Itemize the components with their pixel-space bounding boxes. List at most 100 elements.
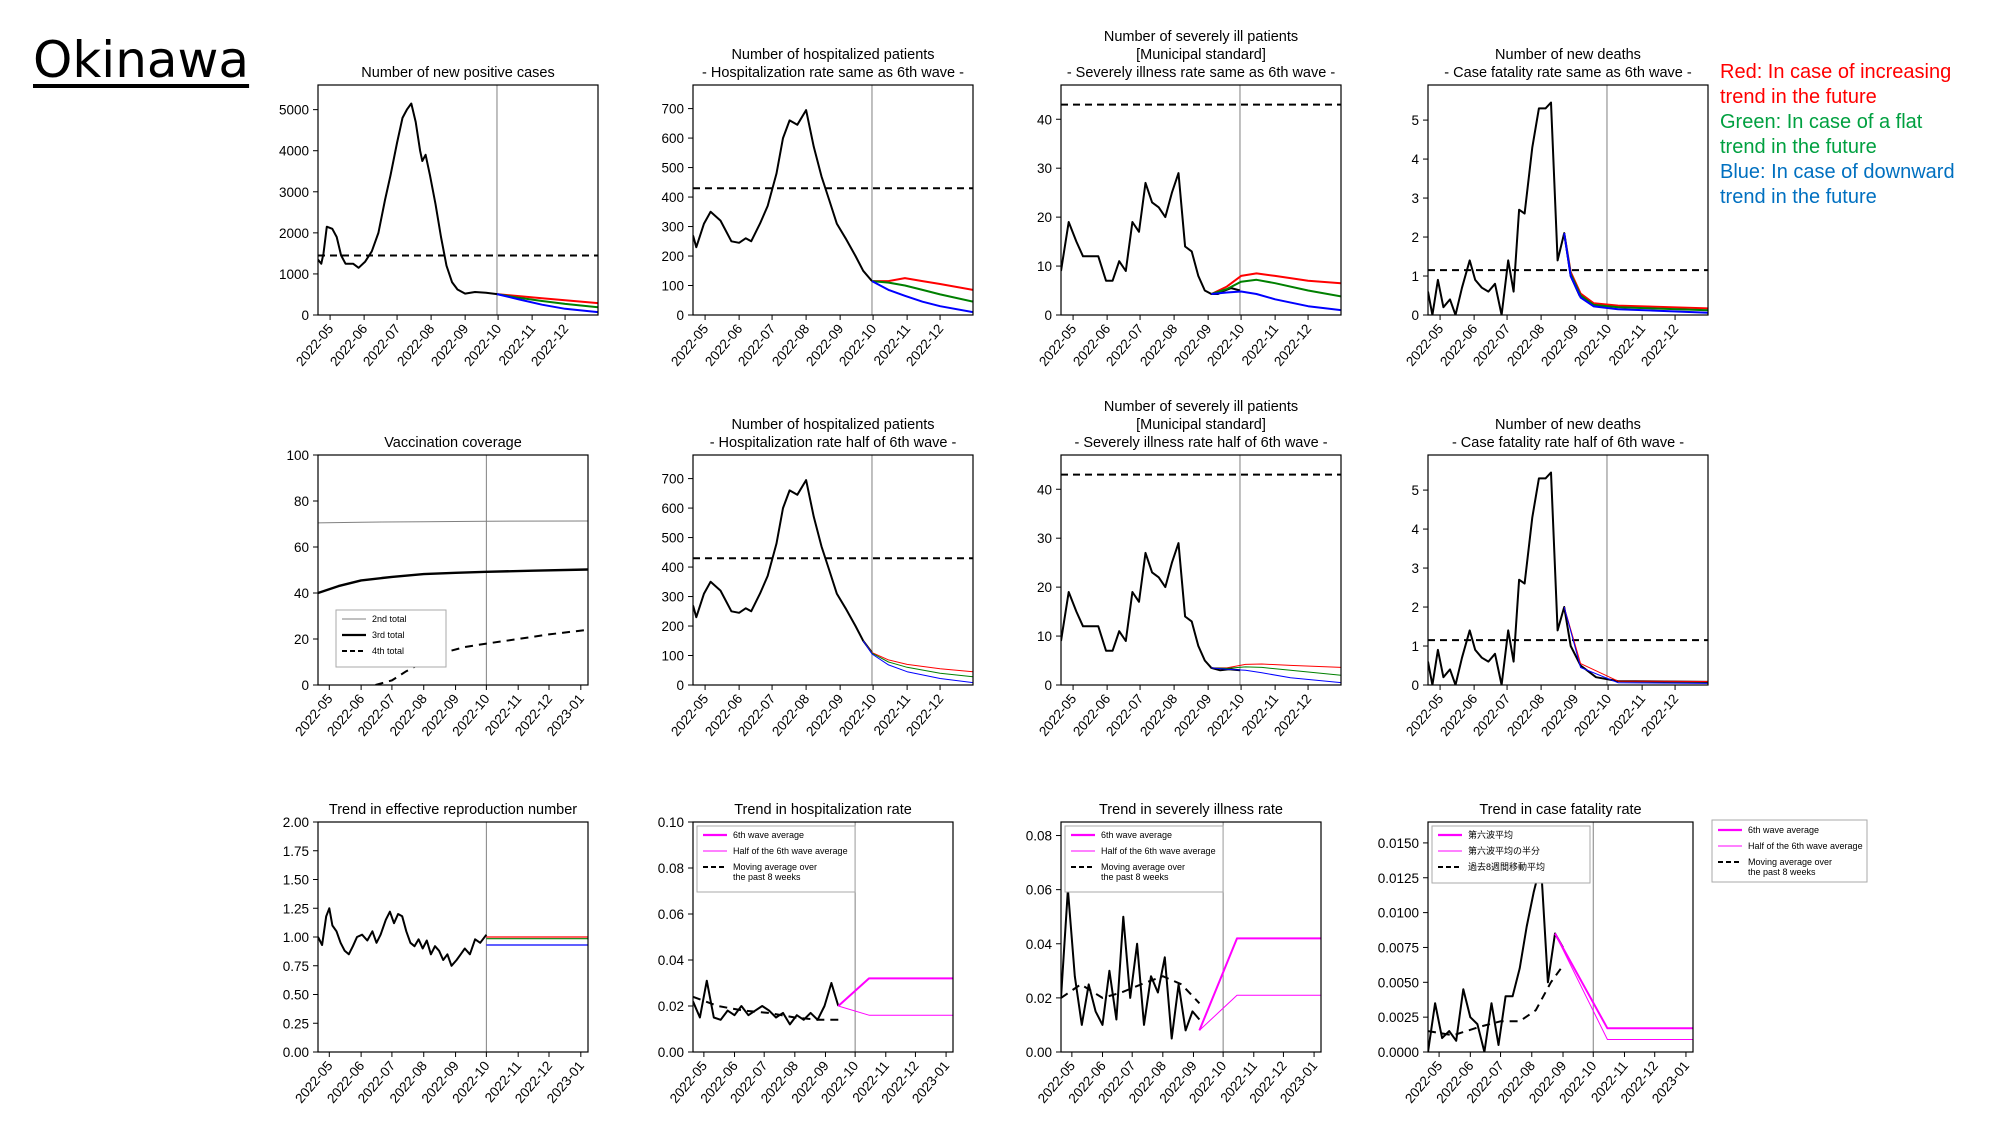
y-tick-label: 5 xyxy=(1411,483,1419,498)
series-line xyxy=(1210,272,1341,295)
series-line xyxy=(1061,542,1241,672)
plot-area xyxy=(693,455,973,685)
note-line: Red: In case of increasing xyxy=(1720,61,1952,83)
chart-title: Trend in effective reproduction number xyxy=(329,802,577,818)
legend-label: Half of the 6th wave average xyxy=(1748,841,1863,851)
chart-title: Number of severely ill patients xyxy=(1104,29,1298,45)
series-line xyxy=(862,640,973,684)
series-line xyxy=(1563,232,1708,314)
y-tick-label: 0.0150 xyxy=(1378,836,1419,851)
series-line xyxy=(1428,862,1564,1052)
y-tick-label: 500 xyxy=(661,161,684,176)
y-tick-label: 40 xyxy=(294,586,309,601)
chart-severe-rate: Trend in severely illness rate 0.00 0.02 0.… xyxy=(1026,802,1322,1106)
plot-area xyxy=(1061,85,1341,315)
chart-vaccination: Vaccination coverage0204060801002022-052… xyxy=(286,435,589,739)
note-line: Blue: In case of downward xyxy=(1720,161,1955,183)
y-tick-label: 10 xyxy=(1037,629,1052,644)
y-tick-label: 2000 xyxy=(279,226,309,241)
y-tick-label: 20 xyxy=(1037,210,1052,225)
plot-area xyxy=(1428,85,1708,315)
y-tick-label: 0.0050 xyxy=(1378,975,1419,990)
plot-frame xyxy=(692,454,974,686)
chart-title: Vaccination coverage xyxy=(384,435,522,451)
series-line xyxy=(496,293,598,314)
y-tick-label: 0.06 xyxy=(1026,883,1052,898)
plot-area xyxy=(1428,455,1708,685)
y-tick-label: 0.00 xyxy=(1026,1045,1052,1060)
series-line xyxy=(1428,101,1608,315)
series-line xyxy=(1211,278,1341,298)
plot-frame xyxy=(1060,821,1322,1053)
y-tick-label: 400 xyxy=(661,190,684,205)
series-line xyxy=(1061,172,1241,295)
y-tick-label: 1.25 xyxy=(283,901,309,916)
y-tick-label: 3000 xyxy=(279,185,309,200)
chart-title: Trend in hospitalization rate xyxy=(734,802,912,818)
y-tick-label: 100 xyxy=(661,279,684,294)
series-line xyxy=(1563,606,1708,682)
y-tick-label: 2 xyxy=(1411,600,1419,615)
plot-frame xyxy=(1427,454,1709,686)
y-tick-label: 40 xyxy=(1037,482,1052,497)
plot-frame xyxy=(1427,84,1709,316)
legend-label: Moving average over xyxy=(1748,857,1832,867)
chart-deaths-same: Number of new deaths - Case fatality rate… xyxy=(1403,47,1709,369)
y-tick-label: 20 xyxy=(1037,580,1052,595)
chart-title: Number of hospitalized patients xyxy=(731,417,934,433)
page-title: Okinawa xyxy=(33,31,250,89)
legend-label: the past 8 weeks xyxy=(733,872,801,882)
y-tick-label: 20 xyxy=(294,632,309,647)
legend-label: 6th wave average xyxy=(1101,830,1172,840)
series-line xyxy=(1554,933,1693,1030)
series-line xyxy=(1428,965,1564,1037)
y-tick-label: 60 xyxy=(294,540,309,555)
plot-frame xyxy=(1060,454,1342,686)
legend-label: Moving average over xyxy=(733,862,817,872)
series-line xyxy=(1199,994,1321,1031)
legend-label: the past 8 weeks xyxy=(1748,867,1816,877)
legend-box xyxy=(1064,825,1224,893)
y-tick-label: 30 xyxy=(1037,531,1052,546)
series-line xyxy=(872,277,973,291)
y-tick-label: 4 xyxy=(1411,522,1419,537)
chart-title: Number of hospitalized patients xyxy=(731,47,934,63)
y-tick-label: 0 xyxy=(1044,308,1052,323)
plot-frame xyxy=(317,84,599,316)
chart-title: Trend in severely illness rate xyxy=(1099,802,1283,818)
chart-title: Number of new deaths xyxy=(1495,417,1641,433)
chart-hosp-same: Number of hospitalized patients - Hospita… xyxy=(661,47,974,369)
legend-label: 2nd total xyxy=(372,614,407,624)
y-tick-label: 0 xyxy=(676,678,684,693)
chart-title: - Case fatality rate half of 6th wave - xyxy=(1452,435,1684,451)
chart-deaths-half: Number of new deaths - Case fatality rate… xyxy=(1403,417,1709,739)
y-tick-label: 200 xyxy=(661,619,684,634)
note-line: trend in the future xyxy=(1720,186,1877,208)
y-tick-label: 2 xyxy=(1411,230,1419,245)
legend-label: the past 8 weeks xyxy=(1101,872,1169,882)
legend-box xyxy=(335,609,447,668)
y-tick-label: 0.02 xyxy=(658,999,684,1014)
plot-area xyxy=(318,455,588,685)
y-tick-label: 0.0100 xyxy=(1378,906,1419,921)
series-line xyxy=(1211,667,1341,684)
y-tick-label: 0.0125 xyxy=(1378,871,1419,886)
series-line xyxy=(1563,232,1708,312)
side-legend: 6th wave average Half of the 6th wave ave… xyxy=(1711,819,1868,883)
legend-box xyxy=(696,825,856,893)
series-line xyxy=(1211,290,1341,312)
y-tick-label: 300 xyxy=(661,220,684,235)
chart-new-cases: Number of new positive cases 0 1000 2000 300… xyxy=(279,65,599,369)
y-tick-label: 100 xyxy=(661,649,684,664)
chart-title: Number of new deaths xyxy=(1495,47,1641,63)
y-tick-label: 1 xyxy=(1411,269,1419,284)
series-line xyxy=(1061,888,1201,1040)
y-tick-label: 1 xyxy=(1411,639,1419,654)
plot-frame xyxy=(692,821,954,1053)
chart-severe-same: Number of severely ill patients [Municipa… xyxy=(1036,29,1342,369)
y-tick-label: 0.50 xyxy=(283,988,309,1003)
legend-label: 3rd total xyxy=(372,630,405,640)
y-tick-label: 0 xyxy=(1044,678,1052,693)
legend-label: 6th wave average xyxy=(733,830,804,840)
series-line xyxy=(693,995,839,1021)
